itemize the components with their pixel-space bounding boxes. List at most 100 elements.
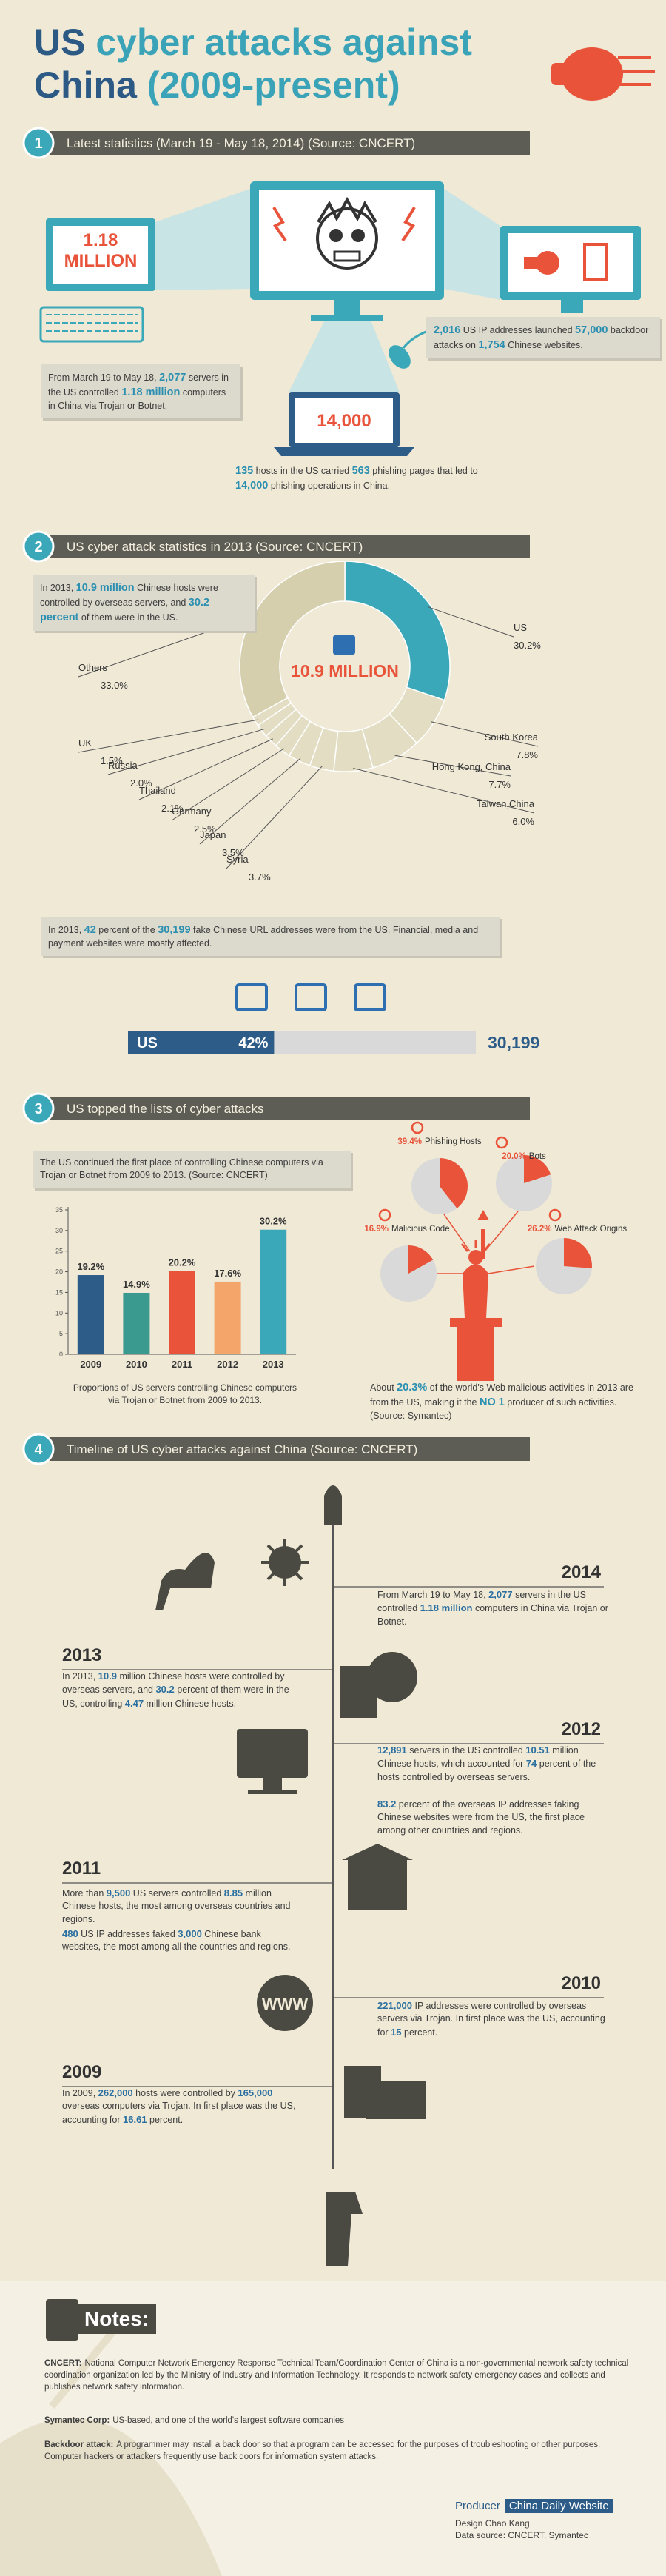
text-run: IP addresses were controlled by overseas…: [377, 2001, 605, 2038]
donut-value: 2.5%: [194, 823, 216, 834]
x-tick-label: 2010: [126, 1359, 147, 1370]
pie-connectors: [437, 1211, 535, 1274]
highlight: US: [34, 21, 86, 63]
text-block: The US continued the first place of cont…: [33, 1151, 351, 1188]
bar-value-label: 17.6%: [214, 1268, 241, 1279]
medal-icon: [378, 1208, 391, 1222]
donut-label: Hong Kong, China: [432, 761, 511, 772]
highlight: 2,077: [488, 1589, 513, 1600]
highlight: 30,199: [158, 924, 191, 936]
notes-title: Notes:: [77, 2304, 157, 2334]
icon: [235, 983, 268, 1011]
timeline-year: 2010: [561, 1973, 601, 1993]
text-run: US servers controlled: [130, 1888, 224, 1898]
center-icon: [333, 635, 355, 655]
text-block: 2,016 US IP addresses launched 57,000 ba…: [426, 317, 660, 358]
donut-label: UK: [78, 737, 92, 749]
section-bar: [44, 131, 530, 155]
medal-icon: [548, 1208, 562, 1222]
text-run: servers in the US controlled: [406, 1745, 526, 1756]
highlight: 16.61: [123, 2113, 147, 2125]
text-block: In 2009, 262,000 hosts were controlled b…: [62, 2087, 299, 2127]
text-run: From March 19 to May 18,: [48, 372, 160, 383]
donut-value: 30.2%: [514, 640, 541, 651]
y-tick-label: 25: [56, 1248, 63, 1255]
note-term: CNCERT:: [44, 2359, 82, 2368]
timeline-year: 2011: [62, 1859, 101, 1879]
pie-label: 26.2% Web Attack Origins: [528, 1225, 627, 1234]
laptop-number: 14,000: [317, 411, 371, 431]
text-run: fake Chinese URL addresses were from the…: [48, 925, 479, 949]
donut-value: 7.8%: [516, 749, 538, 760]
section-bar: [44, 1437, 530, 1461]
donut-segment: [344, 561, 451, 701]
text-run: computers in China via Trojan or Botnet.: [48, 387, 226, 411]
text-run: The US continued the first place of cont…: [40, 1157, 323, 1181]
highlight: 20.3%: [397, 1382, 428, 1394]
section-number: 4: [34, 1442, 43, 1458]
text-run: In 2013,: [48, 925, 84, 935]
highlight: 2,016: [434, 324, 461, 336]
text-run: percent of the hosts controlled by overs…: [377, 1759, 596, 1782]
highlight: NO 1: [479, 1396, 505, 1408]
text-run: percent of the overseas IP addresses fak…: [377, 1799, 585, 1836]
note-item: CNCERT: National Computer Network Emergen…: [44, 2358, 629, 2394]
highlight: 74: [525, 1758, 537, 1770]
screen-number: 1.18 MILLION: [64, 230, 138, 271]
timeline-year: 2009: [62, 2062, 102, 2082]
text-run: million Chinese hosts.: [144, 1698, 237, 1709]
text-block: In 2013, 10.9 million Chinese hosts were…: [33, 575, 255, 631]
x-tick-label: 2012: [217, 1359, 238, 1370]
highlight: 57,000: [575, 324, 608, 336]
highlight: 14,000: [235, 480, 269, 492]
pie-label: 16.9% Malicious Code: [364, 1225, 449, 1234]
section-badge: [22, 530, 55, 563]
icon: [295, 983, 327, 1011]
text-run: percent of them were in the US, controll…: [62, 1685, 289, 1709]
y-tick-label: 20: [56, 1268, 63, 1276]
bar: [169, 1271, 195, 1354]
text-run: cyber attacks against: [85, 21, 472, 63]
donut-center-label: 10.9 MILLION: [291, 661, 399, 680]
leader-line: [171, 748, 285, 821]
section-title: Timeline of US cyber attacks against Chi…: [67, 1442, 417, 1456]
section-number: 1: [34, 136, 42, 152]
highlight: 30.2 percent: [40, 597, 210, 623]
text-run: US IP addresses launched: [460, 325, 576, 335]
section-title: Latest statistics (March 19 - May 18, 20…: [67, 136, 415, 150]
y-tick-label: 30: [56, 1227, 63, 1234]
note-item: Backdoor attack: A programmer may install…: [44, 2440, 629, 2463]
note-text: National Computer Network Emergency Resp…: [44, 2359, 629, 2392]
pie-value: 16.9%: [364, 1225, 388, 1234]
note-term: Backdoor attack:: [44, 2440, 114, 2449]
leader-line: [138, 738, 273, 800]
title-line: China (2009-present): [34, 64, 400, 107]
highlight: 10.9: [98, 1670, 117, 1682]
highlight: 3,000: [178, 1928, 202, 1939]
text-run: Chinese bank websites, the most among al…: [62, 1929, 291, 1953]
text-run: percent.: [401, 2027, 438, 2038]
text-run: percent.: [147, 2114, 184, 2125]
highlight: 30.2: [155, 1684, 175, 1696]
credits: Producer China Daily Website Design Chao K…: [455, 2499, 655, 2542]
x-tick-label: 2013: [263, 1359, 284, 1370]
text-block: From March 19 to May 18, 2,077 servers i…: [377, 1588, 614, 1628]
donut-center: [281, 603, 408, 730]
donut-value: 3.7%: [249, 872, 271, 883]
donut-label: Russia: [108, 760, 138, 771]
text-block: 135 hosts in the US carried 563 phishing…: [235, 464, 480, 493]
text-block: 221,000 IP addresses were controlled by …: [377, 1999, 614, 2039]
timeline-year: 2013: [62, 1645, 102, 1665]
highlight: 135: [235, 465, 254, 477]
highlight: 2,077: [159, 372, 186, 384]
text-run: Chinese hosts were controlled by oversea…: [40, 583, 218, 608]
text-block: In 2013, 42 percent of the 30,199 fake C…: [41, 917, 500, 957]
text-block: From March 19 to May 18, 2,077 servers i…: [41, 364, 240, 419]
note-text: US-based, and one of the world's largest…: [112, 2416, 345, 2425]
section-number: 3: [34, 1101, 42, 1117]
note-term: Symantec Corp:: [44, 2416, 110, 2425]
text-run: phishing pages that led to: [369, 466, 478, 476]
text-block: 83.2 percent of the overseas IP addresse…: [377, 1798, 614, 1837]
bar: [77, 1275, 104, 1354]
